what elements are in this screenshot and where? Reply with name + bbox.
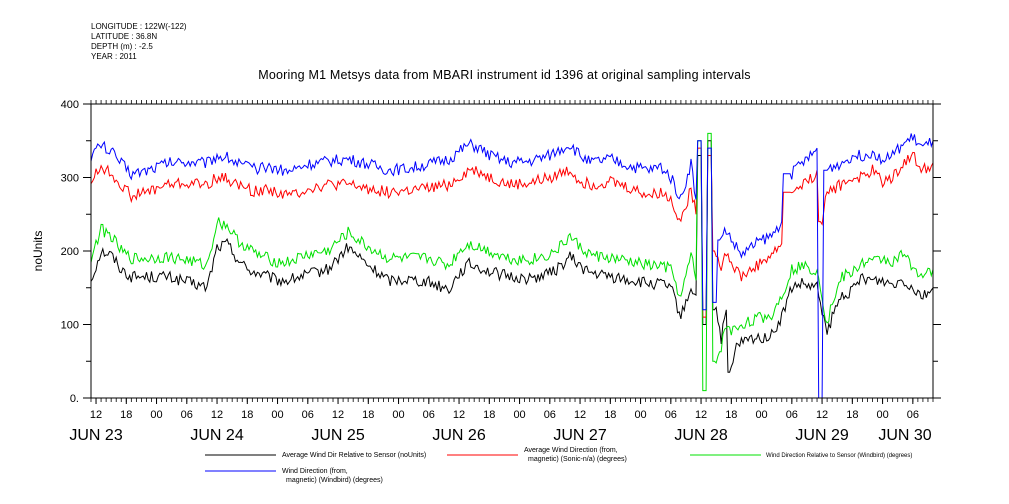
x-hour-label: 18 xyxy=(483,409,495,421)
x-hour-label: 06 xyxy=(181,409,193,421)
x-hour-label: 00 xyxy=(271,409,283,421)
depth-text: DEPTH (m) : -2.5 xyxy=(91,42,153,51)
x-hour-label: 12 xyxy=(90,409,102,421)
x-hour-label: 18 xyxy=(846,409,858,421)
x-hour-label: 06 xyxy=(302,409,314,421)
chart-title: Mooring M1 Metsys data from MBARI instru… xyxy=(258,68,751,82)
axes-layer: 0. 100 200 300 400 12 18 00 06 12 18 00 06 12 18 00 06 12… xyxy=(31,99,941,444)
x-day-label: JUN 26 xyxy=(432,427,485,444)
x-day-label: JUN 29 xyxy=(795,427,848,444)
legend-label-wind-direction-line2: magnetic) (Windbird) (degrees) xyxy=(286,477,383,484)
x-hour-label: 12 xyxy=(695,409,707,421)
x-day-label: JUN 28 xyxy=(674,427,727,444)
series-line-1 xyxy=(90,140,934,373)
y-axis-label: noUnits xyxy=(31,231,45,272)
x-hour-label: 06 xyxy=(786,409,798,421)
x-hour-label: 06 xyxy=(907,409,919,421)
x-hour-label: 00 xyxy=(876,409,888,421)
x-hour-label: 00 xyxy=(755,409,767,421)
x-hour-label: 18 xyxy=(241,409,253,421)
x-hour-label: 00 xyxy=(634,409,646,421)
y-tick-label: 400 xyxy=(61,99,79,111)
year-text: YEAR : 2011 xyxy=(91,52,137,61)
x-hour-label: 12 xyxy=(332,409,344,421)
x-day-label: JUN 23 xyxy=(69,427,122,444)
longitude-text: LONGITUDE : 122W(-122) xyxy=(91,22,187,31)
y-tick-label: 200 xyxy=(61,246,79,258)
legend-label-wind-direction-line1: Wind Direction (from, xyxy=(282,468,348,475)
x-day-label: JUN 27 xyxy=(553,427,606,444)
x-day-label: JUN 25 xyxy=(311,427,364,444)
x-hour-label: 12 xyxy=(453,409,465,421)
series-line-4 xyxy=(90,133,934,399)
x-hour-label: 00 xyxy=(513,409,525,421)
plot-frame xyxy=(90,103,934,399)
legend-lines xyxy=(205,454,761,472)
latitude-text: LATITUDE : 36.8N xyxy=(91,32,158,41)
x-hour-label: 12 xyxy=(211,409,223,421)
x-hour-label: 12 xyxy=(816,409,828,421)
series-line-2 xyxy=(90,147,934,318)
x-hour-label: 00 xyxy=(392,409,404,421)
y-tick-label: 0. xyxy=(70,393,79,405)
metadata-block: LONGITUDE : 122W(-122) LATITUDE : 36.8N … xyxy=(91,22,187,62)
y-tick-label: 100 xyxy=(61,320,79,332)
series-layer xyxy=(90,132,934,399)
x-hour-label: 12 xyxy=(574,409,586,421)
x-hour-label: 18 xyxy=(725,409,737,421)
y-tick-label: 300 xyxy=(61,173,79,185)
legend-label-avg-wind-direction-line1: Average Wind Direction (from, xyxy=(524,447,618,454)
legend-label-avg-wind-dir-relative: Average Wind Dir Relative to Sensor (noU… xyxy=(282,452,427,459)
series-line-3 xyxy=(90,132,934,392)
x-hour-label: 18 xyxy=(120,409,132,421)
x-hour-label: 06 xyxy=(665,409,677,421)
legend-label-wind-dir-relative-windbird: Wind Direction Relative to Sensor (Windb… xyxy=(766,453,913,459)
legend-label-avg-wind-direction-line2: magnetic) (Sonic-n/a) (degrees) xyxy=(528,456,627,463)
x-hour-label: 06 xyxy=(544,409,556,421)
x-hour-label: 00 xyxy=(150,409,162,421)
x-hour-label: 18 xyxy=(604,409,616,421)
x-hour-label: 06 xyxy=(423,409,435,421)
x-day-label: JUN 30 xyxy=(878,427,931,444)
x-hour-label: 18 xyxy=(362,409,374,421)
x-day-label: JUN 24 xyxy=(190,427,243,444)
